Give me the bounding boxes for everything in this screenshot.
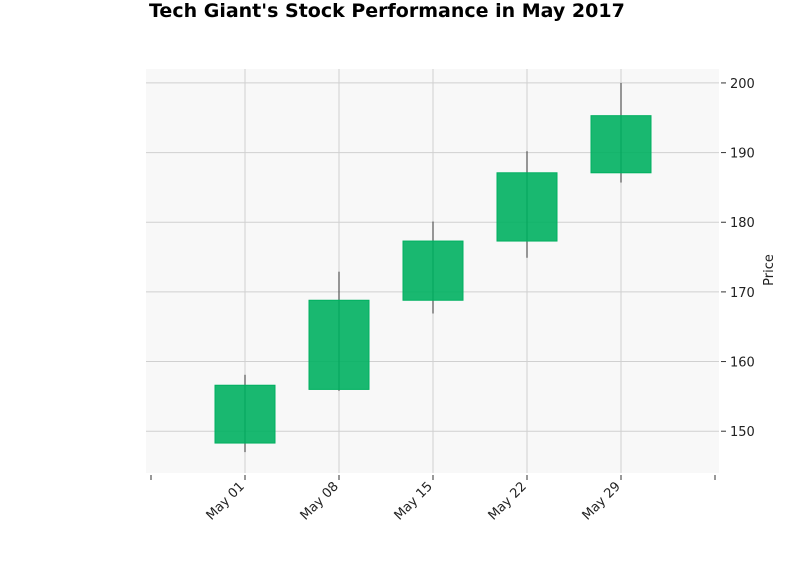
candle-body bbox=[214, 384, 276, 444]
y-tick-label: 180 bbox=[730, 216, 755, 231]
candle-body bbox=[402, 240, 464, 301]
candle-body bbox=[496, 172, 558, 242]
x-tick-label: May 15 bbox=[392, 479, 436, 523]
y-tick-label: 200 bbox=[730, 77, 755, 92]
candles bbox=[214, 82, 652, 453]
candle-body bbox=[590, 115, 652, 174]
y-tick-label: 160 bbox=[730, 356, 755, 371]
x-tick-label: May 22 bbox=[486, 479, 530, 523]
y-tick-label: 150 bbox=[730, 425, 755, 440]
grid-lines bbox=[146, 69, 719, 473]
chart-title: Tech Giant's Stock Performance in May 20… bbox=[149, 0, 625, 22]
x-tick-label: May 29 bbox=[580, 479, 624, 523]
y-tick-label: 190 bbox=[730, 147, 755, 162]
x-tick-label: May 08 bbox=[298, 479, 342, 523]
candle-body bbox=[308, 299, 370, 390]
y-tick-label: 170 bbox=[730, 286, 755, 301]
y-axis-label: Price bbox=[762, 254, 777, 286]
x-tick-label: May 01 bbox=[204, 479, 248, 523]
